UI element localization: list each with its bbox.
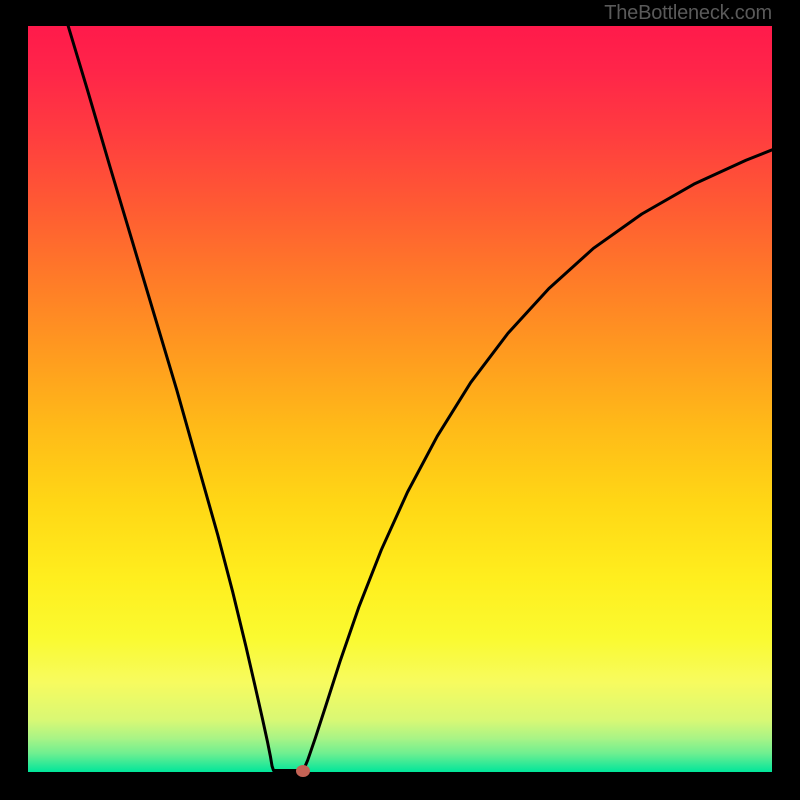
chart-plot-area <box>28 26 772 772</box>
chart-curve-path <box>68 26 772 771</box>
watermark-text: TheBottleneck.com <box>604 2 772 25</box>
chart-canvas: TheBottleneck.com <box>0 0 800 800</box>
chart-minimum-marker-icon <box>296 765 310 777</box>
chart-curve-svg <box>28 26 772 772</box>
